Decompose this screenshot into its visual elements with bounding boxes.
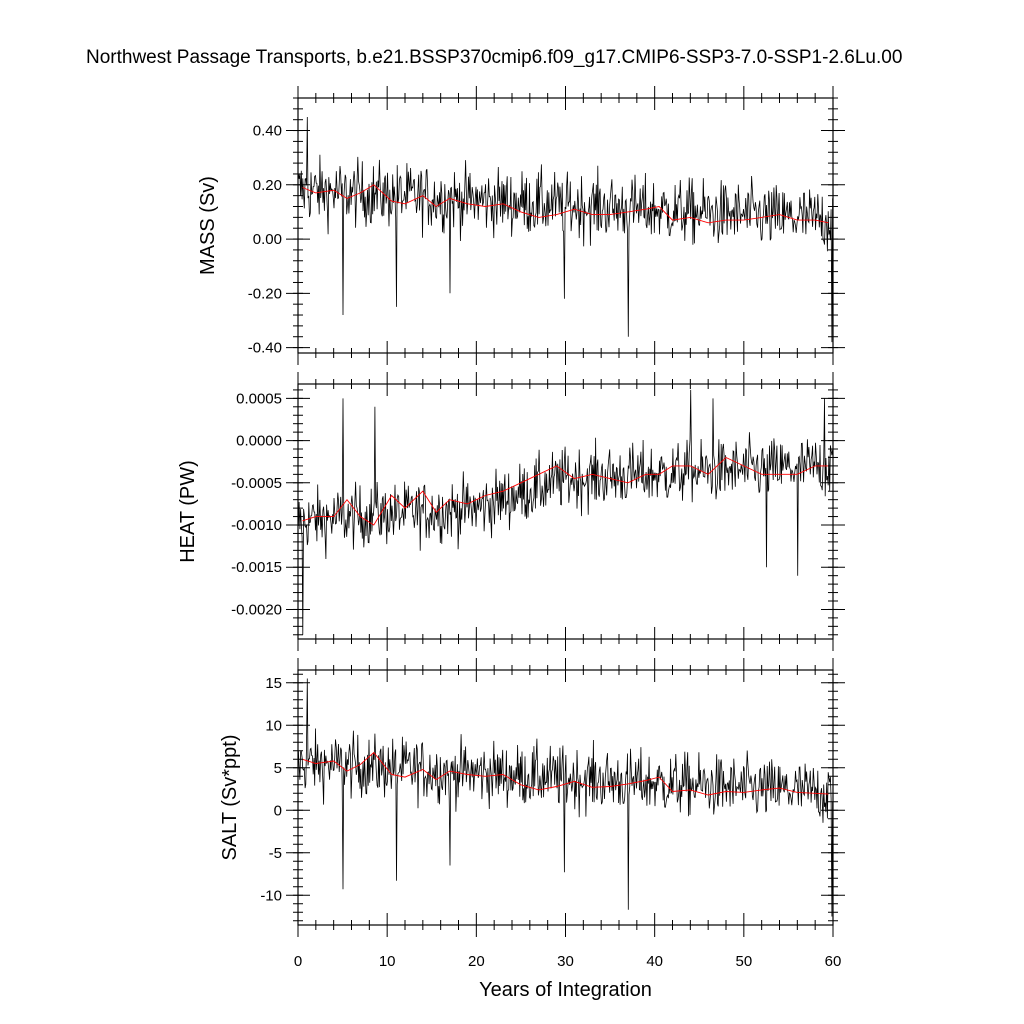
y-axis-label: MASS (Sv) bbox=[197, 176, 219, 275]
annual-mean-line bbox=[302, 751, 829, 796]
annual-mean-line bbox=[302, 184, 829, 224]
x-tick-label: 40 bbox=[646, 953, 663, 970]
y-tick-label: -0.20 bbox=[248, 285, 282, 302]
monthly-series-line bbox=[298, 389, 833, 635]
y-axis-label: SALT (Sv*ppt) bbox=[219, 735, 241, 861]
y-tick-label: 15 bbox=[265, 675, 282, 692]
monthly-series-line bbox=[298, 116, 833, 343]
annual-mean-line bbox=[302, 456, 829, 526]
y-tick-label: -0.0010 bbox=[231, 517, 282, 534]
y-tick-label: 0.0005 bbox=[236, 390, 282, 407]
y-tick-label: 0 bbox=[274, 802, 282, 819]
y-tick-label: 0.0000 bbox=[236, 433, 282, 450]
y-tick-label: -0.40 bbox=[248, 340, 282, 357]
panel-2: 15 10 5 0 -5 -10 SALT (Sv*ppt) bbox=[219, 658, 845, 937]
y-axis-label: HEAT (PW) bbox=[177, 460, 199, 563]
panel-frame bbox=[297, 97, 834, 354]
x-tick-label: 20 bbox=[468, 953, 485, 970]
y-tick-label: 10 bbox=[265, 717, 282, 734]
x-axis-label: Years of Integration bbox=[479, 979, 652, 1001]
x-tick-label: 0 bbox=[294, 953, 302, 970]
monthly-series-line bbox=[298, 678, 833, 917]
chart-title: Northwest Passage Transports, b.e21.BSSP… bbox=[86, 47, 903, 68]
panel-1: 0.0005 0.0000 -0.0005 -0.0010 -0.0015 -0.0020… bbox=[177, 372, 845, 651]
panel-0: 0.40 0.20 0.00 -0.20 -0.40 MASS (Sv) bbox=[197, 86, 845, 365]
x-tick-label: 10 bbox=[379, 953, 396, 970]
y-tick-label: 0.40 bbox=[253, 123, 282, 140]
y-tick-label: -0.0020 bbox=[231, 601, 282, 618]
y-tick-label: 5 bbox=[274, 760, 282, 777]
x-tick-label: 50 bbox=[735, 953, 752, 970]
x-tick-label: 30 bbox=[557, 953, 574, 970]
y-tick-label: 0.00 bbox=[253, 231, 282, 248]
y-tick-label: -5 bbox=[269, 845, 282, 862]
y-tick-label: 0.20 bbox=[253, 177, 282, 194]
x-tick-label: 60 bbox=[825, 953, 842, 970]
y-tick-label: -0.0015 bbox=[231, 559, 282, 576]
y-tick-label: -10 bbox=[260, 887, 282, 904]
y-tick-label: -0.0005 bbox=[231, 475, 282, 492]
